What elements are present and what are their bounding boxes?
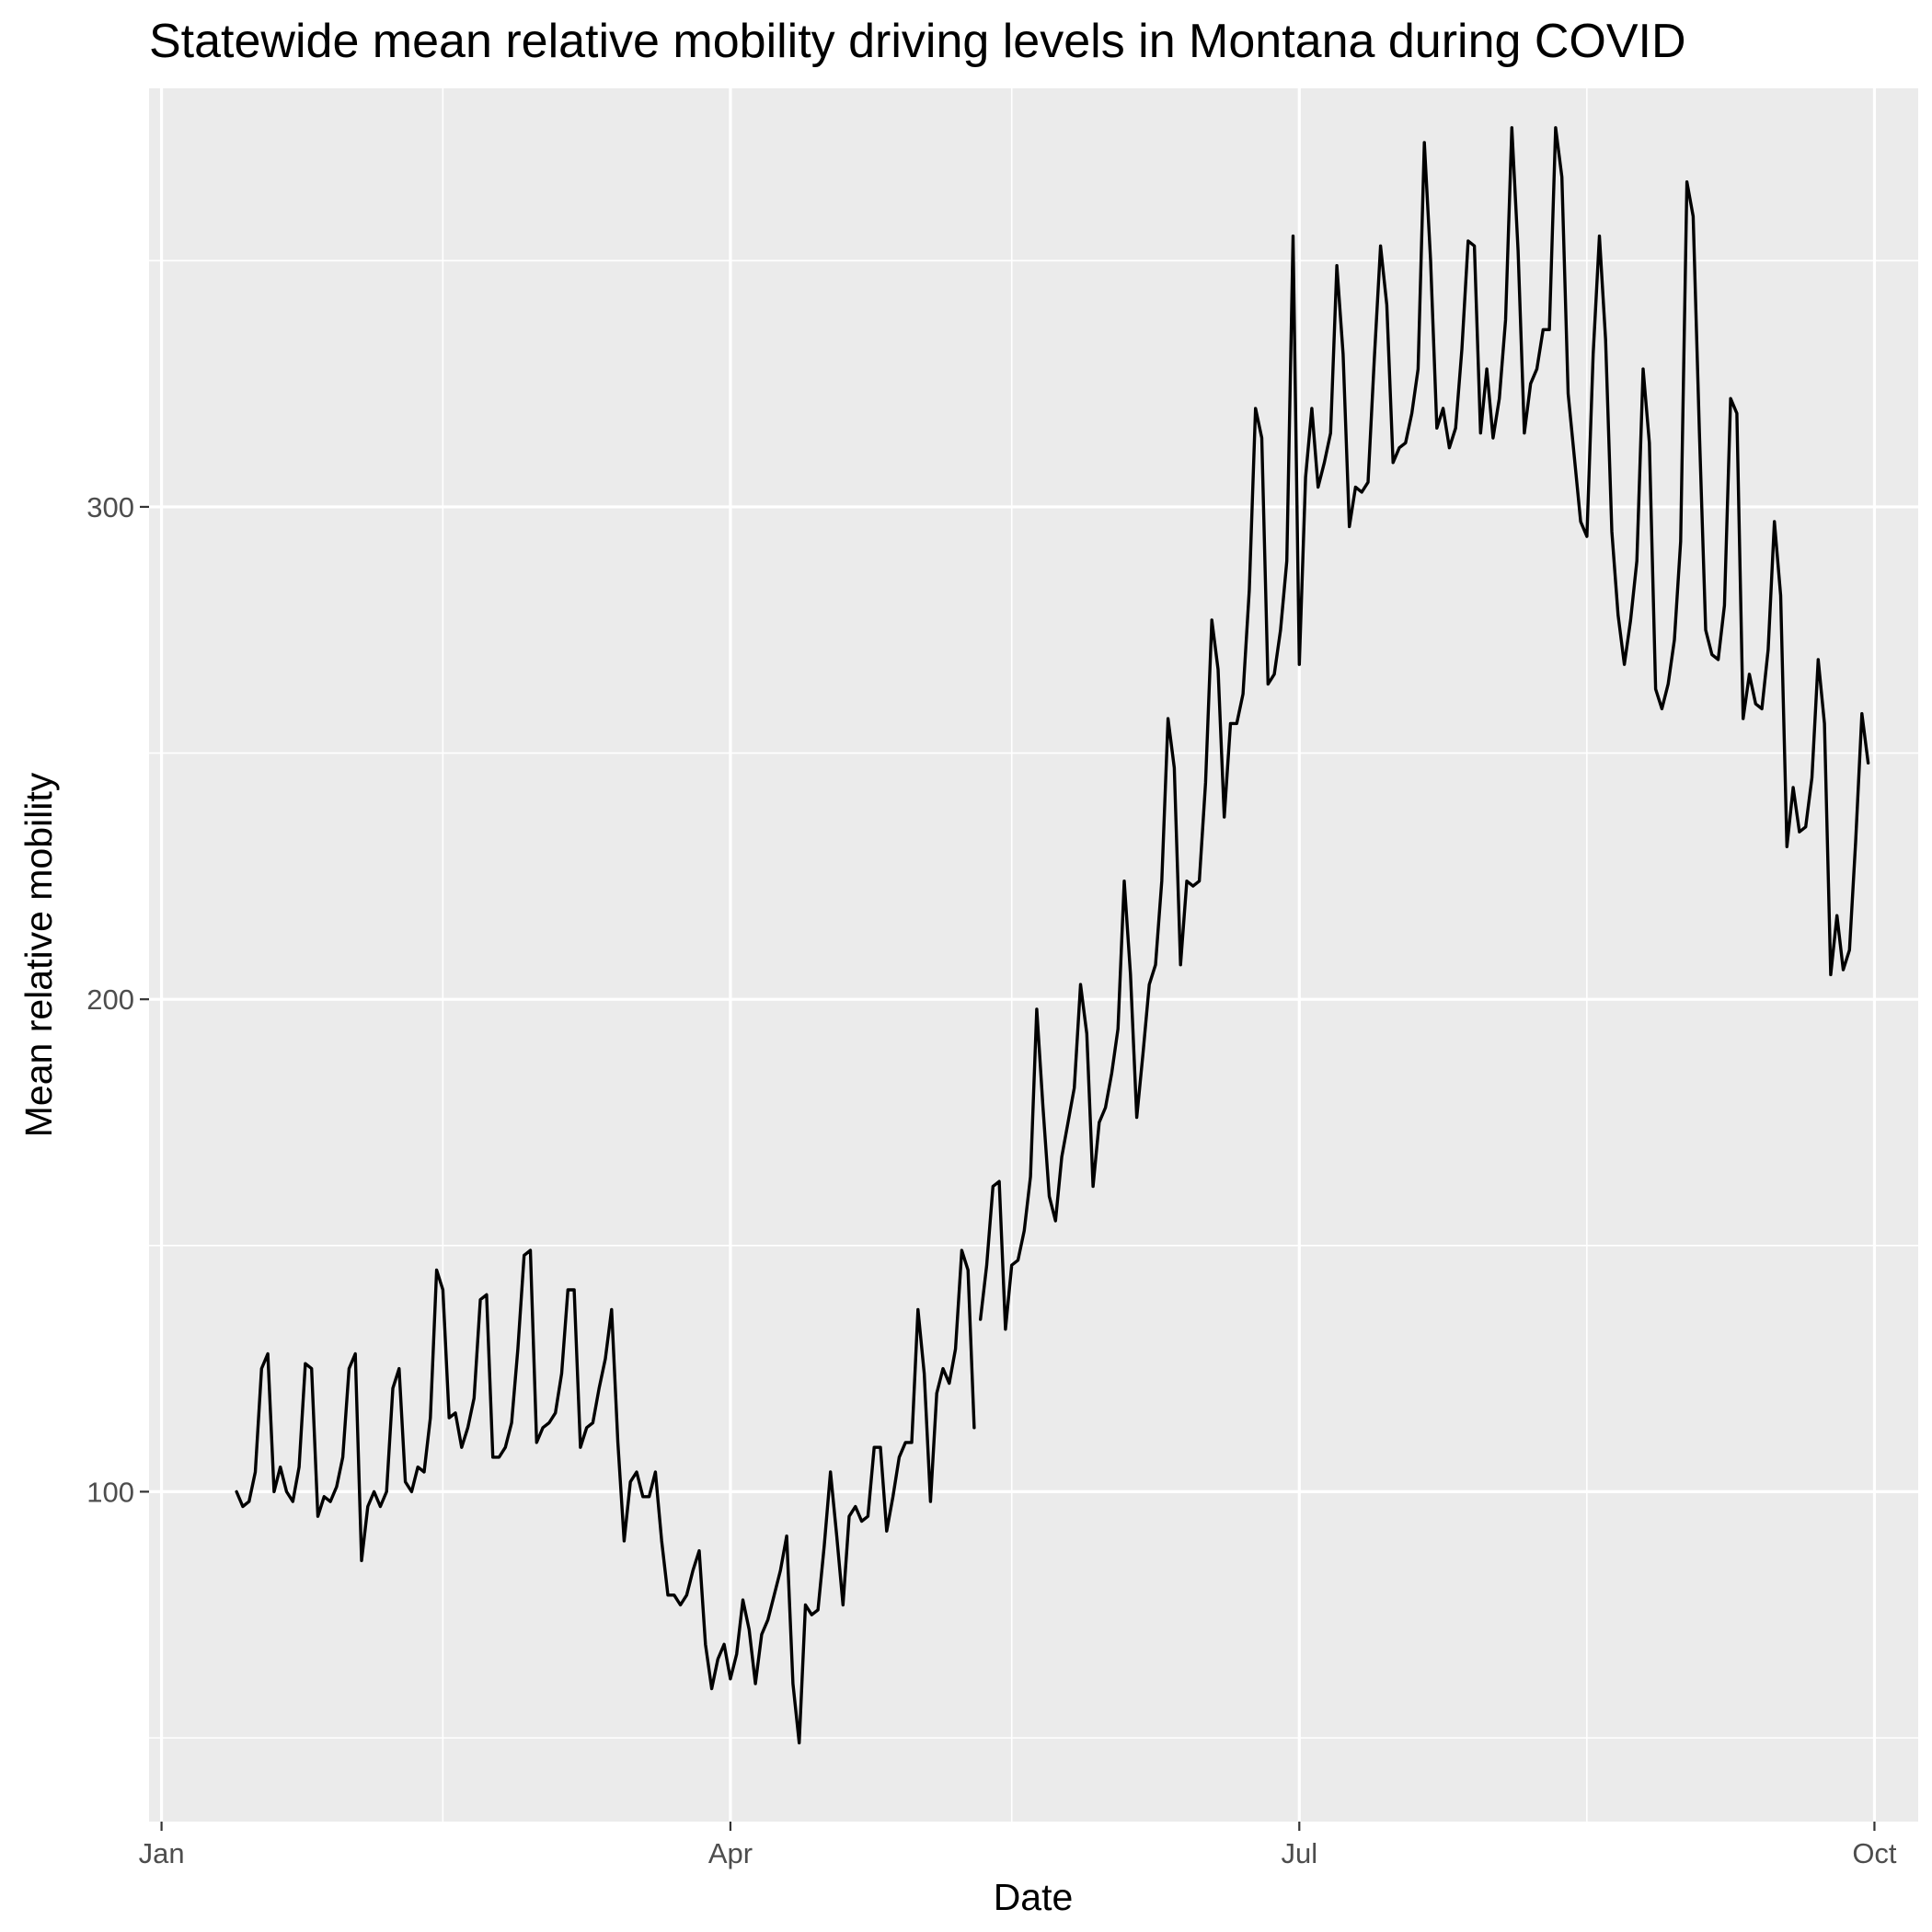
series-line-segment-0-0 bbox=[235, 1248, 976, 1745]
series-line-segment-0-1 bbox=[978, 126, 1870, 1331]
x-tick-label-1: Apr bbox=[708, 1837, 753, 1869]
major-gridlines-y bbox=[149, 505, 1918, 1493]
x-tick-label-3: Oct bbox=[1852, 1837, 1897, 1869]
y-axis-title: Mean relative mobility bbox=[17, 772, 60, 1137]
minor-gridlines-y bbox=[149, 259, 1918, 1739]
series-layer bbox=[235, 126, 1870, 1745]
plot-panel bbox=[149, 88, 1918, 1822]
x-tick-label-0: Jan bbox=[139, 1837, 185, 1869]
major-gridlines-x bbox=[159, 88, 1877, 1822]
chart-title: Statewide mean relative mobility driving… bbox=[149, 15, 1686, 68]
y-tick-label-1: 200 bbox=[86, 983, 134, 1016]
y-tick-label-2: 300 bbox=[86, 491, 134, 523]
x-tick-label-2: Jul bbox=[1281, 1837, 1317, 1869]
minor-gridlines-x bbox=[442, 88, 1588, 1822]
y-tick-label-0: 100 bbox=[86, 1476, 134, 1508]
x-axis-title: Date bbox=[994, 1876, 1074, 1918]
x-axis: Jan Apr Jul Oct bbox=[139, 1822, 1897, 1869]
y-axis: 100 200 300 bbox=[86, 491, 149, 1508]
